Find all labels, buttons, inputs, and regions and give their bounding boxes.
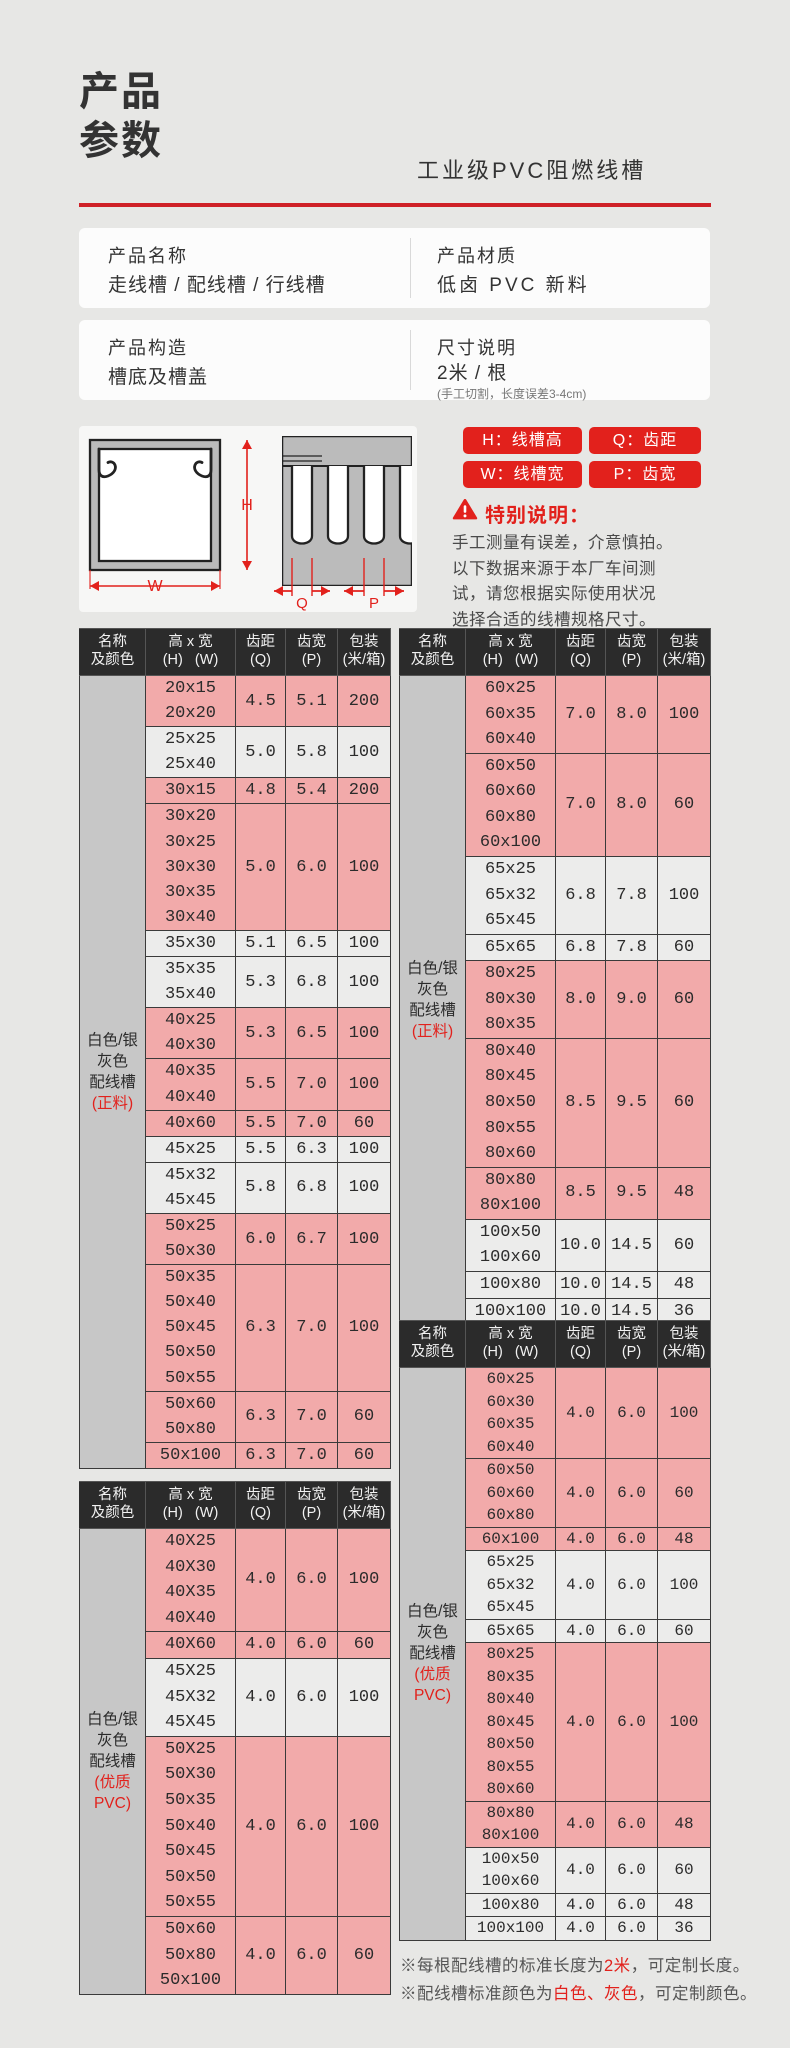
svg-text:W: W xyxy=(147,578,163,595)
svg-text:Q: Q xyxy=(296,595,308,612)
svg-text:P: P xyxy=(369,595,379,612)
svg-text:H: H xyxy=(241,497,253,514)
